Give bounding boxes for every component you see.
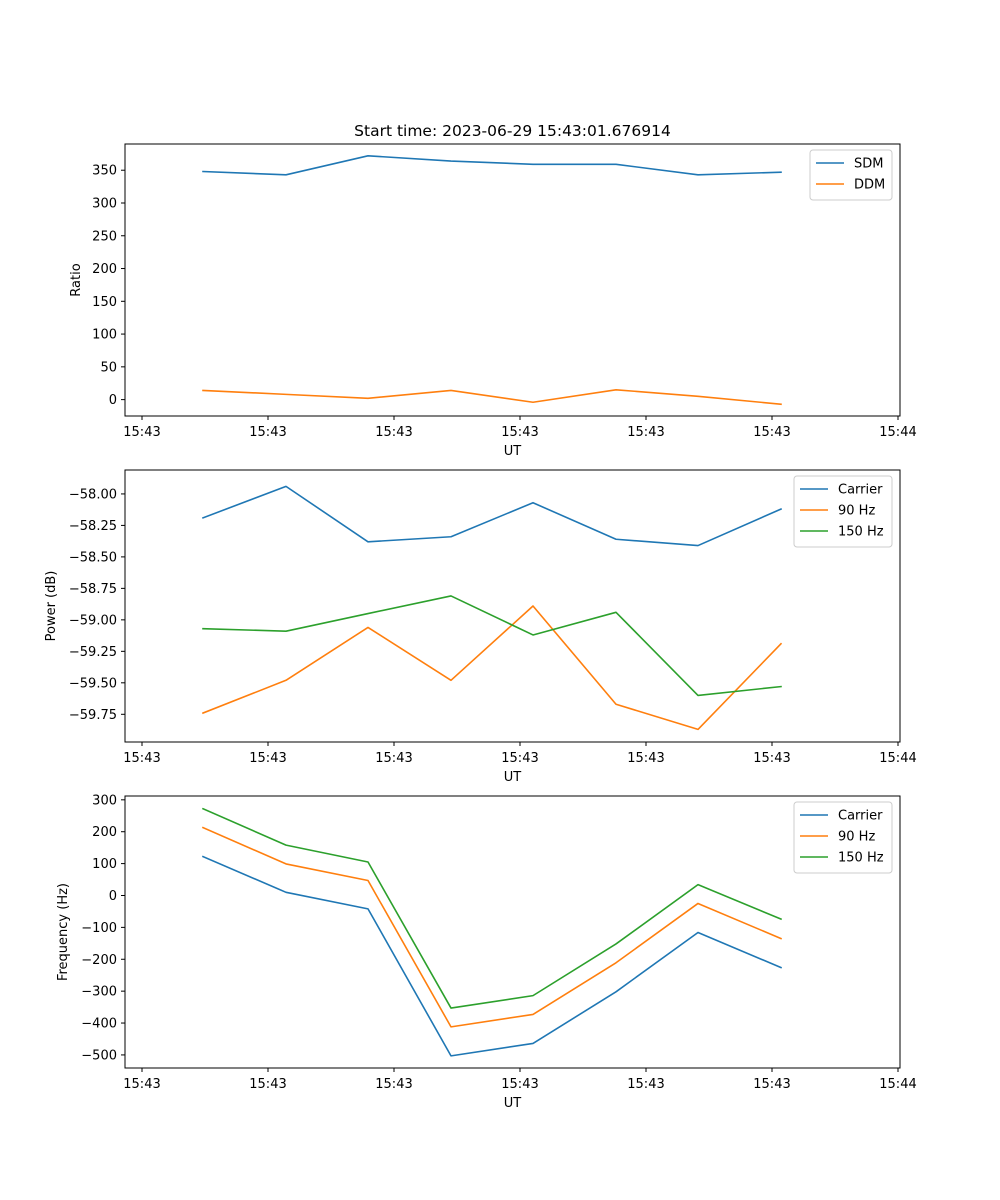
y-tick-label: −59.50 <box>69 676 117 691</box>
x-tick-label: 15:43 <box>627 751 664 766</box>
y-tick-label: −300 <box>81 985 117 1000</box>
y-tick-label: 100 <box>92 857 117 872</box>
x-tick-label: 15:43 <box>627 1077 664 1092</box>
y-tick-label: 250 <box>92 229 117 244</box>
x-tick-label: 15:43 <box>753 751 790 766</box>
series-line-ddm <box>202 388 782 406</box>
legend-entry-label: DDM <box>854 178 885 193</box>
x-tick-label: 15:43 <box>123 751 160 766</box>
x-tick-label: 15:43 <box>501 425 538 440</box>
y-tick-label: 300 <box>92 196 117 211</box>
series-line-150-hz <box>202 595 782 697</box>
legend-entry-label: 150 Hz <box>838 851 884 866</box>
x-tick-label: 15:43 <box>123 1077 160 1092</box>
series-line-sdm <box>202 155 782 176</box>
x-axis-label: UT <box>504 444 522 459</box>
y-tick-label: −400 <box>81 1017 117 1032</box>
x-tick-label: 15:44 <box>879 425 916 440</box>
y-axis-label: Frequency (Hz) <box>56 883 71 981</box>
x-tick-label: 15:43 <box>501 1077 538 1092</box>
y-tick-label: 200 <box>92 825 117 840</box>
legend-entry-label: Carrier <box>838 809 883 824</box>
legend-entry-label: 150 Hz <box>838 525 884 540</box>
y-tick-label: −58.75 <box>69 582 117 597</box>
chart-panel-1: 15:43 15:43 15:43 15:43 15:43 15:43 15:44 0 50 10… <box>69 143 917 459</box>
x-axis-label: UT <box>504 770 522 785</box>
legend: SDM DDM <box>809 149 893 201</box>
x-tick-label: 15:44 <box>879 1077 916 1092</box>
y-axis-label: Ratio <box>69 263 84 296</box>
y-tick-label: −59.00 <box>69 613 117 628</box>
legend: Carrier 90 Hz 150 Hz <box>793 475 893 548</box>
y-tick-label: 50 <box>100 360 117 375</box>
axes-frame <box>124 143 901 417</box>
plots-container: 15:43 15:43 15:43 15:43 15:43 15:43 15:44 0 50 10… <box>44 143 917 1111</box>
x-tick-label: 15:43 <box>753 1077 790 1092</box>
axes-frame <box>124 795 901 1069</box>
chart-title: Start time: 2023-06-29 15:43:01.676914 <box>354 122 671 140</box>
x-axis-label: UT <box>504 1096 522 1111</box>
x-tick-label: 15:44 <box>879 751 916 766</box>
chart-panel-2: 15:43 15:43 15:43 15:43 15:43 15:43 15:44 −59.7… <box>44 469 917 785</box>
x-tick-label: 15:43 <box>249 1077 286 1092</box>
y-tick-label: −200 <box>81 953 117 968</box>
y-tick-label: −58.25 <box>69 519 117 534</box>
y-tick-label: −59.25 <box>69 645 117 660</box>
y-tick-label: −59.75 <box>69 708 117 723</box>
x-tick-label: 15:43 <box>375 1077 412 1092</box>
x-tick-label: 15:43 <box>501 751 538 766</box>
x-tick-label: 15:43 <box>375 425 412 440</box>
y-tick-label: 150 <box>92 295 117 310</box>
x-tick-label: 15:43 <box>627 425 664 440</box>
y-tick-label: −500 <box>81 1048 117 1063</box>
legend-entry-label: 90 Hz <box>838 504 875 519</box>
x-tick-label: 15:43 <box>753 425 790 440</box>
chart-panel-3: 15:43 15:43 15:43 15:43 15:43 15:43 15:44 −500 −… <box>56 793 917 1111</box>
x-tick-label: 15:43 <box>123 425 160 440</box>
y-tick-label: −100 <box>81 921 117 936</box>
y-tick-label: 0 <box>109 393 117 408</box>
x-tick-label: 15:43 <box>375 751 412 766</box>
series-line-150-hz <box>201 807 783 1009</box>
x-tick-label: 15:43 <box>249 425 286 440</box>
legend-entry-label: 90 Hz <box>838 830 875 845</box>
legend-entry-label: Carrier <box>838 483 883 498</box>
series-line-carrier <box>201 485 783 547</box>
legend-box <box>793 801 893 874</box>
y-axis-label: Power (dB) <box>44 571 59 642</box>
x-tick-label: 15:43 <box>249 751 286 766</box>
legend-entry-label: SDM <box>854 157 883 172</box>
y-tick-label: 350 <box>92 164 117 179</box>
y-tick-label: 0 <box>109 889 117 904</box>
series-line-90-hz <box>201 605 783 731</box>
series-line-carrier <box>201 855 783 1057</box>
y-tick-label: −58.50 <box>69 550 117 565</box>
y-tick-label: 100 <box>92 328 117 343</box>
y-tick-label: 300 <box>92 793 117 808</box>
y-tick-label: −58.00 <box>69 487 117 502</box>
legend-box <box>793 475 893 548</box>
axes-frame <box>124 469 901 743</box>
y-tick-label: 200 <box>92 262 117 277</box>
series-line-90-hz <box>201 826 783 1028</box>
legend: Carrier 90 Hz 150 Hz <box>793 801 893 874</box>
